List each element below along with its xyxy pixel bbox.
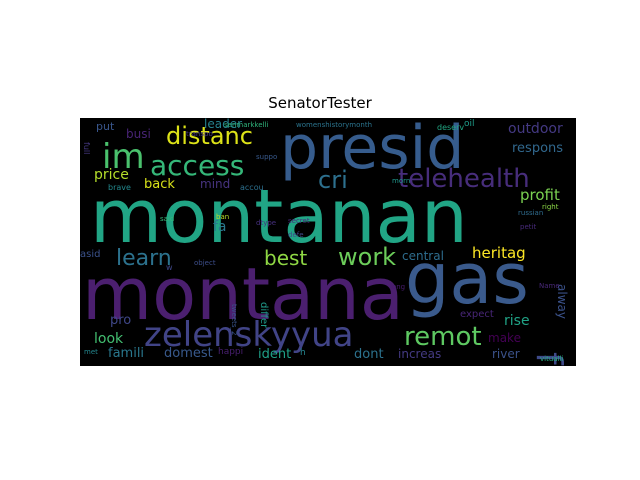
cloud-word: increas bbox=[398, 347, 442, 361]
cloud-word: brave bbox=[108, 183, 131, 192]
cloud-word: cri bbox=[318, 166, 348, 194]
cloud-word: pro bbox=[110, 313, 132, 328]
word-cloud-title: SenatorTester bbox=[268, 94, 372, 112]
cloud-word: petit bbox=[520, 223, 537, 231]
cloud-word: ident bbox=[258, 347, 292, 362]
cloud-word: ban bbox=[216, 213, 230, 221]
cloud-word: back bbox=[144, 177, 175, 192]
cloud-word: long bbox=[390, 283, 406, 291]
cloud-word: full bbox=[82, 142, 91, 155]
cloud-word: look bbox=[94, 331, 124, 347]
cloud-word: morn bbox=[392, 177, 411, 185]
cloud-word: asid bbox=[80, 249, 101, 260]
cloud-word: vitualli bbox=[540, 355, 564, 363]
cloud-word: fa bbox=[213, 219, 227, 235]
cloud-word: river bbox=[492, 347, 520, 361]
cloud-word: expect bbox=[460, 309, 494, 320]
cloud-word: accou bbox=[240, 183, 264, 192]
cloud-word: deserv bbox=[437, 123, 465, 132]
cloud-word: dont bbox=[354, 347, 384, 362]
cloud-word: outdoor bbox=[508, 121, 563, 137]
cloud-word: learn bbox=[116, 246, 172, 271]
cloud-word: access bbox=[150, 149, 245, 182]
cloud-word: senmarkkelli bbox=[224, 121, 269, 129]
word-cloud: montananmontanapresidgaszelenskyyuafarme… bbox=[80, 118, 576, 366]
cloud-word: presid bbox=[280, 118, 465, 183]
cloud-word: respons bbox=[512, 141, 564, 156]
cloud-word: zelenskyyua bbox=[144, 315, 354, 355]
cloud-word: womenshistorymonth bbox=[296, 121, 373, 129]
cloud-word: dtype bbox=[256, 219, 277, 227]
cloud-word: busi bbox=[126, 127, 151, 141]
cloud-word: transpo bbox=[186, 130, 213, 138]
cloud-word: mind bbox=[200, 177, 231, 191]
cloud-word: gas bbox=[405, 238, 529, 320]
cloud-word: tweets_2 bbox=[230, 304, 238, 336]
cloud-word: rise bbox=[504, 313, 530, 329]
cloud-word: profit bbox=[520, 186, 560, 204]
cloud-word: h bbox=[300, 348, 306, 358]
cloud-word: domest bbox=[164, 346, 213, 361]
cloud-word: met bbox=[84, 348, 98, 356]
cloud-word: right bbox=[542, 203, 559, 211]
cloud-word: telehealth bbox=[398, 164, 530, 194]
cloud-word: put bbox=[96, 120, 115, 133]
cloud-word: Name bbox=[539, 282, 560, 290]
cloud-word: russian bbox=[518, 209, 544, 217]
cloud-word: remot bbox=[404, 322, 482, 352]
cloud-word: said bbox=[160, 215, 175, 223]
cloud-word: distanc bbox=[166, 122, 253, 150]
cloud-word: best bbox=[264, 246, 308, 270]
cloud-word: leader bbox=[204, 118, 243, 131]
cloud-word: montana bbox=[82, 252, 404, 336]
cloud-word: im bbox=[102, 137, 145, 177]
cloud-word: defe bbox=[288, 231, 304, 239]
cloud-word: oil bbox=[464, 119, 475, 129]
cloud-word: famili bbox=[108, 346, 145, 361]
cloud-word: central bbox=[402, 249, 444, 263]
cloud-word: heritag bbox=[472, 244, 526, 262]
cloud-word: secret bbox=[288, 217, 310, 225]
cloud-word: montanan bbox=[90, 174, 468, 260]
cloud-word: make bbox=[488, 331, 521, 345]
cloud-word: work bbox=[338, 243, 397, 271]
cloud-word: object bbox=[194, 259, 216, 267]
cloud-word: differ bbox=[258, 302, 269, 329]
cloud-word: happi bbox=[218, 347, 244, 357]
cloud-word: w bbox=[166, 263, 173, 272]
cloud-word: price bbox=[94, 167, 129, 183]
cloud-word: suppo bbox=[256, 153, 278, 161]
